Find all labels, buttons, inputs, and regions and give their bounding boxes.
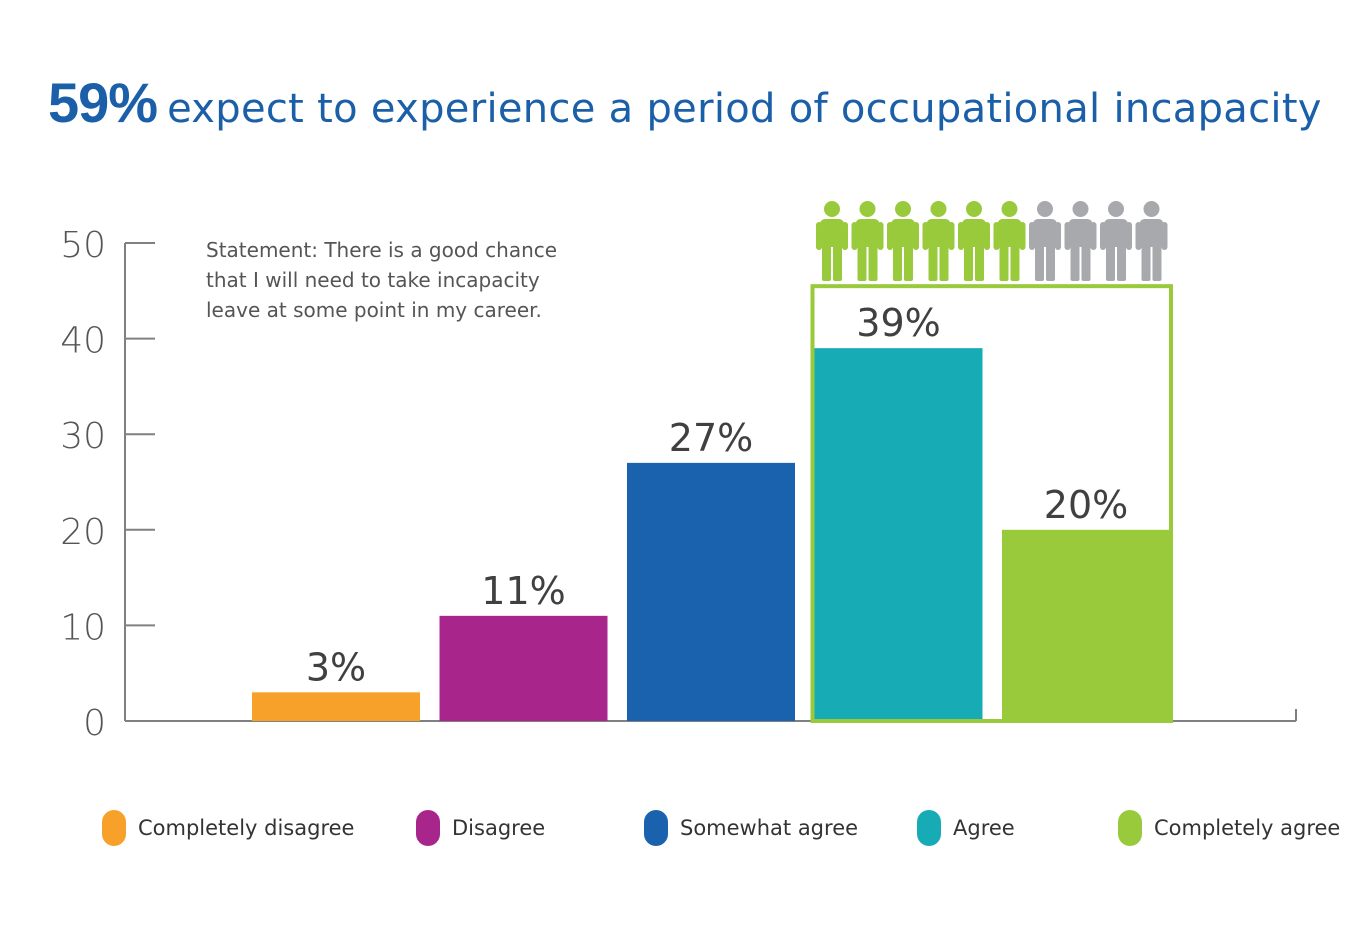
legend-item: Somewhat agree xyxy=(644,810,858,846)
legend-label: Disagree xyxy=(452,816,546,840)
person-icon xyxy=(922,201,955,281)
bar xyxy=(439,615,608,721)
person-icon xyxy=(851,201,884,281)
person-icon xyxy=(816,201,848,281)
bar-value-label: 27% xyxy=(669,416,753,460)
legend-item: Completely agree xyxy=(1118,810,1340,846)
person-icon xyxy=(958,201,990,281)
people-icons xyxy=(816,201,1168,281)
bars-group xyxy=(252,348,1170,721)
y-tick-label: 50 xyxy=(60,225,106,266)
legend: Completely disagree Disagree Somewhat ag… xyxy=(0,810,1354,850)
legend-label: Completely agree xyxy=(1154,816,1341,840)
bar-value-label: 20% xyxy=(1044,483,1128,527)
bar xyxy=(252,692,420,721)
person-icon xyxy=(1135,201,1168,281)
y-tick-label: 0 xyxy=(83,703,106,744)
legend-item: Completely disagree xyxy=(102,810,354,846)
legend-label: Somewhat agree xyxy=(680,816,859,840)
bar xyxy=(627,462,795,721)
chart-title: 59% expect to experience a period of occu… xyxy=(48,70,1322,135)
y-tick-label: 30 xyxy=(60,416,106,457)
highlight-box xyxy=(810,284,1173,723)
legend-swatch xyxy=(917,810,941,846)
legend-swatch xyxy=(1118,810,1142,846)
person-icon xyxy=(1064,201,1097,281)
bar xyxy=(814,348,983,721)
person-icon xyxy=(1029,201,1061,281)
person-icon xyxy=(887,201,919,281)
legend-swatch xyxy=(416,810,440,846)
legend-item: Agree xyxy=(917,810,1015,846)
y-tick-label: 40 xyxy=(60,321,106,362)
y-axis: 0 10 20 30 40 50 xyxy=(60,225,155,744)
legend-label: Agree xyxy=(953,816,1015,840)
legend-label: Completely disagree xyxy=(138,816,355,840)
legend-swatch xyxy=(644,810,668,846)
legend-item: Disagree xyxy=(416,810,545,846)
person-icon xyxy=(1100,201,1132,281)
title-highlight: 59% xyxy=(48,71,158,134)
bar-value-label: 11% xyxy=(481,569,565,613)
statement-line: Statement: There is a good chance xyxy=(206,238,557,262)
bar xyxy=(1002,529,1170,721)
statement-line: leave at some point in my career. xyxy=(206,298,542,322)
legend-swatch xyxy=(102,810,126,846)
y-tick-label: 20 xyxy=(60,512,106,553)
value-labels-group: 3% 11% 27% 39% 20% xyxy=(306,301,1128,689)
statement-line: that I will need to take incapacity xyxy=(206,268,540,292)
bar-value-label: 39% xyxy=(856,301,940,345)
y-tick-label: 10 xyxy=(60,607,106,648)
title-text: expect to experience a period of occupat… xyxy=(167,86,1322,132)
person-icon xyxy=(993,201,1026,281)
bar-value-label: 3% xyxy=(306,645,366,689)
